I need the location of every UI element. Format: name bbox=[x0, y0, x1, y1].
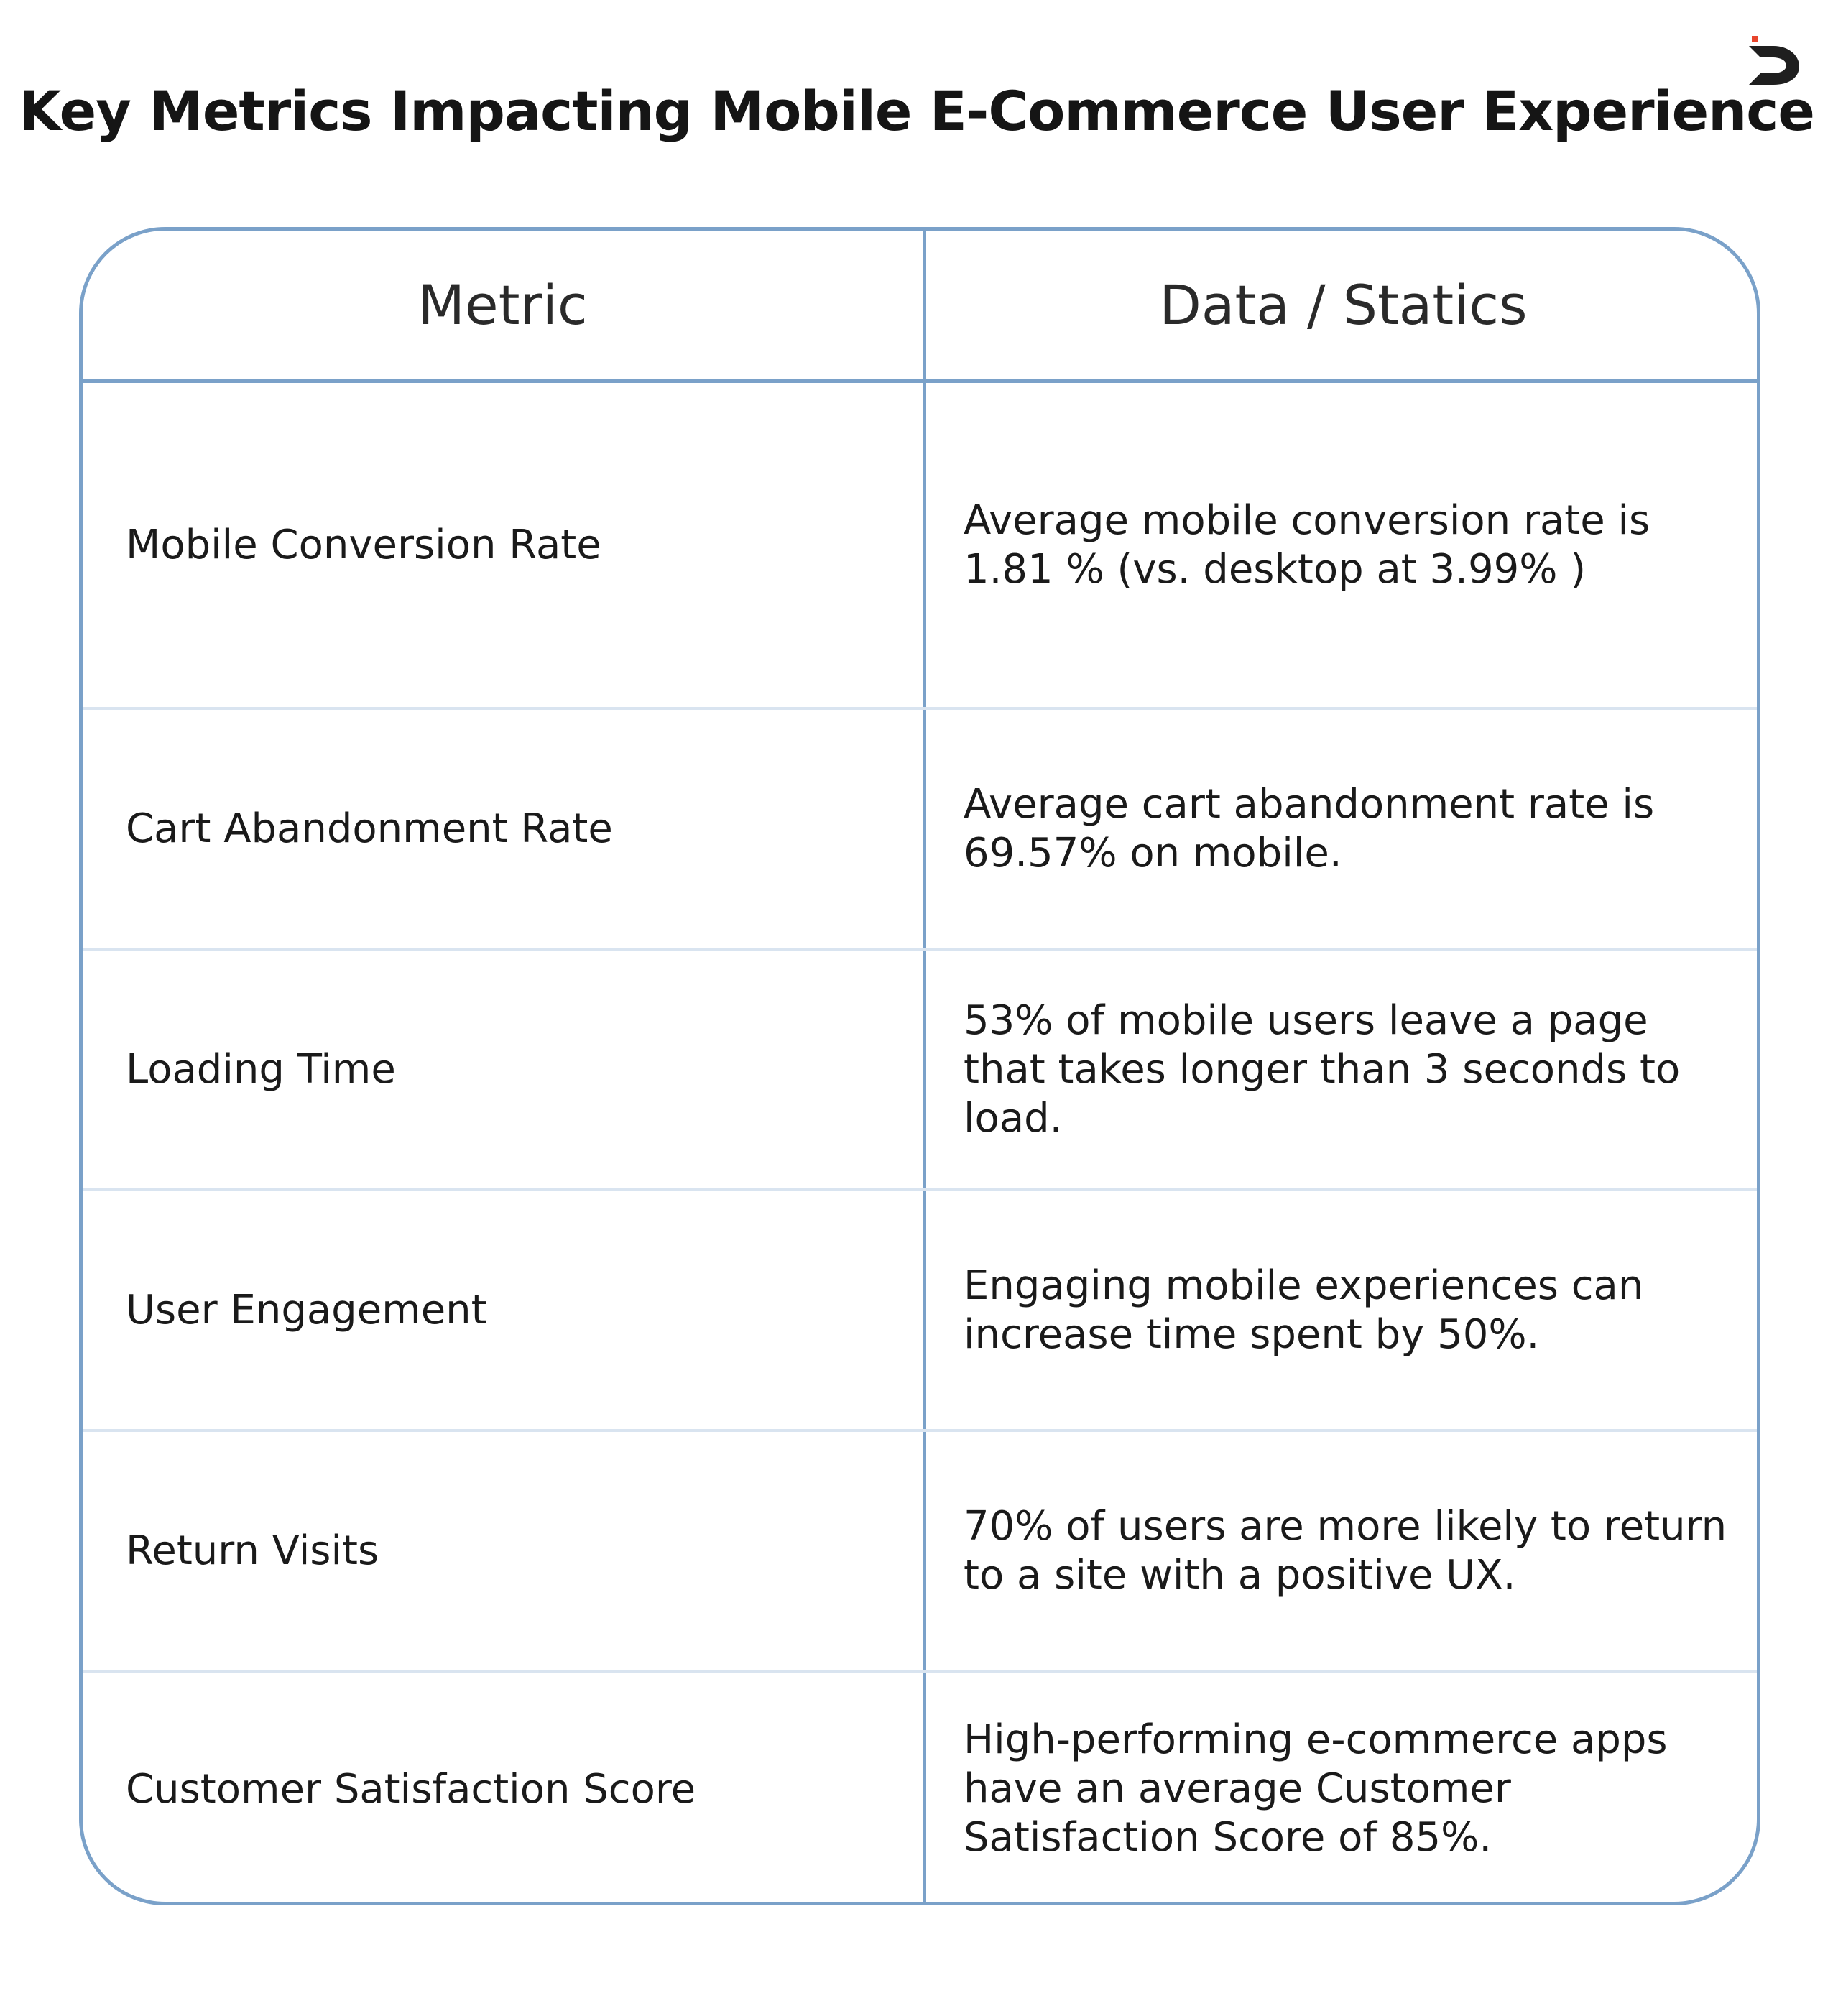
header-data: Data / Statics bbox=[1159, 273, 1528, 337]
page-title: Key Metrics Impacting Mobile E-Commerce … bbox=[19, 79, 1815, 143]
table-row: Customer Satisfaction Score High-perform… bbox=[83, 1673, 1757, 1902]
column-divider bbox=[923, 231, 926, 1902]
metric-cell: Customer Satisfaction Score bbox=[126, 1765, 696, 1813]
table-row: Mobile Conversion Rate Average mobile co… bbox=[83, 383, 1757, 707]
data-cell: Engaging mobile experiences can increase… bbox=[964, 1262, 1644, 1358]
metrics-table: Metric Data / Statics Mobile Conversion … bbox=[79, 227, 1760, 1905]
table-row: Return Visits 70% of users are more like… bbox=[83, 1432, 1757, 1670]
row-separator bbox=[83, 948, 1757, 951]
row-separator bbox=[83, 1429, 1757, 1432]
data-cell: High-performing e-commerce apps have an … bbox=[964, 1716, 1668, 1861]
row-separator bbox=[83, 1670, 1757, 1673]
data-cell: 53% of mobile users leave a page that ta… bbox=[964, 997, 1681, 1142]
row-separator bbox=[83, 1188, 1757, 1191]
metric-cell: User Engagement bbox=[126, 1287, 487, 1333]
metric-cell: Loading Time bbox=[126, 1046, 396, 1093]
table-row: Loading Time 53% of mobile users leave a… bbox=[83, 951, 1757, 1188]
d-logo-icon bbox=[1749, 36, 1799, 85]
header-divider bbox=[83, 379, 1757, 383]
row-separator bbox=[83, 707, 1757, 710]
data-cell: 70% of users are more likely to return t… bbox=[964, 1502, 1727, 1599]
metric-cell: Return Visits bbox=[126, 1527, 379, 1574]
header-metric: Metric bbox=[417, 273, 588, 337]
metric-cell: Mobile Conversion Rate bbox=[126, 522, 601, 568]
table-row: User Engagement Engaging mobile experien… bbox=[83, 1191, 1757, 1429]
table-row: Cart Abandonment Rate Average cart aband… bbox=[83, 710, 1757, 948]
data-cell: Average cart abandonment rate is 69.57% … bbox=[964, 780, 1655, 877]
data-cell: Average mobile conversion rate is 1.81 %… bbox=[964, 496, 1650, 593]
metric-cell: Cart Abandonment Rate bbox=[126, 805, 613, 852]
